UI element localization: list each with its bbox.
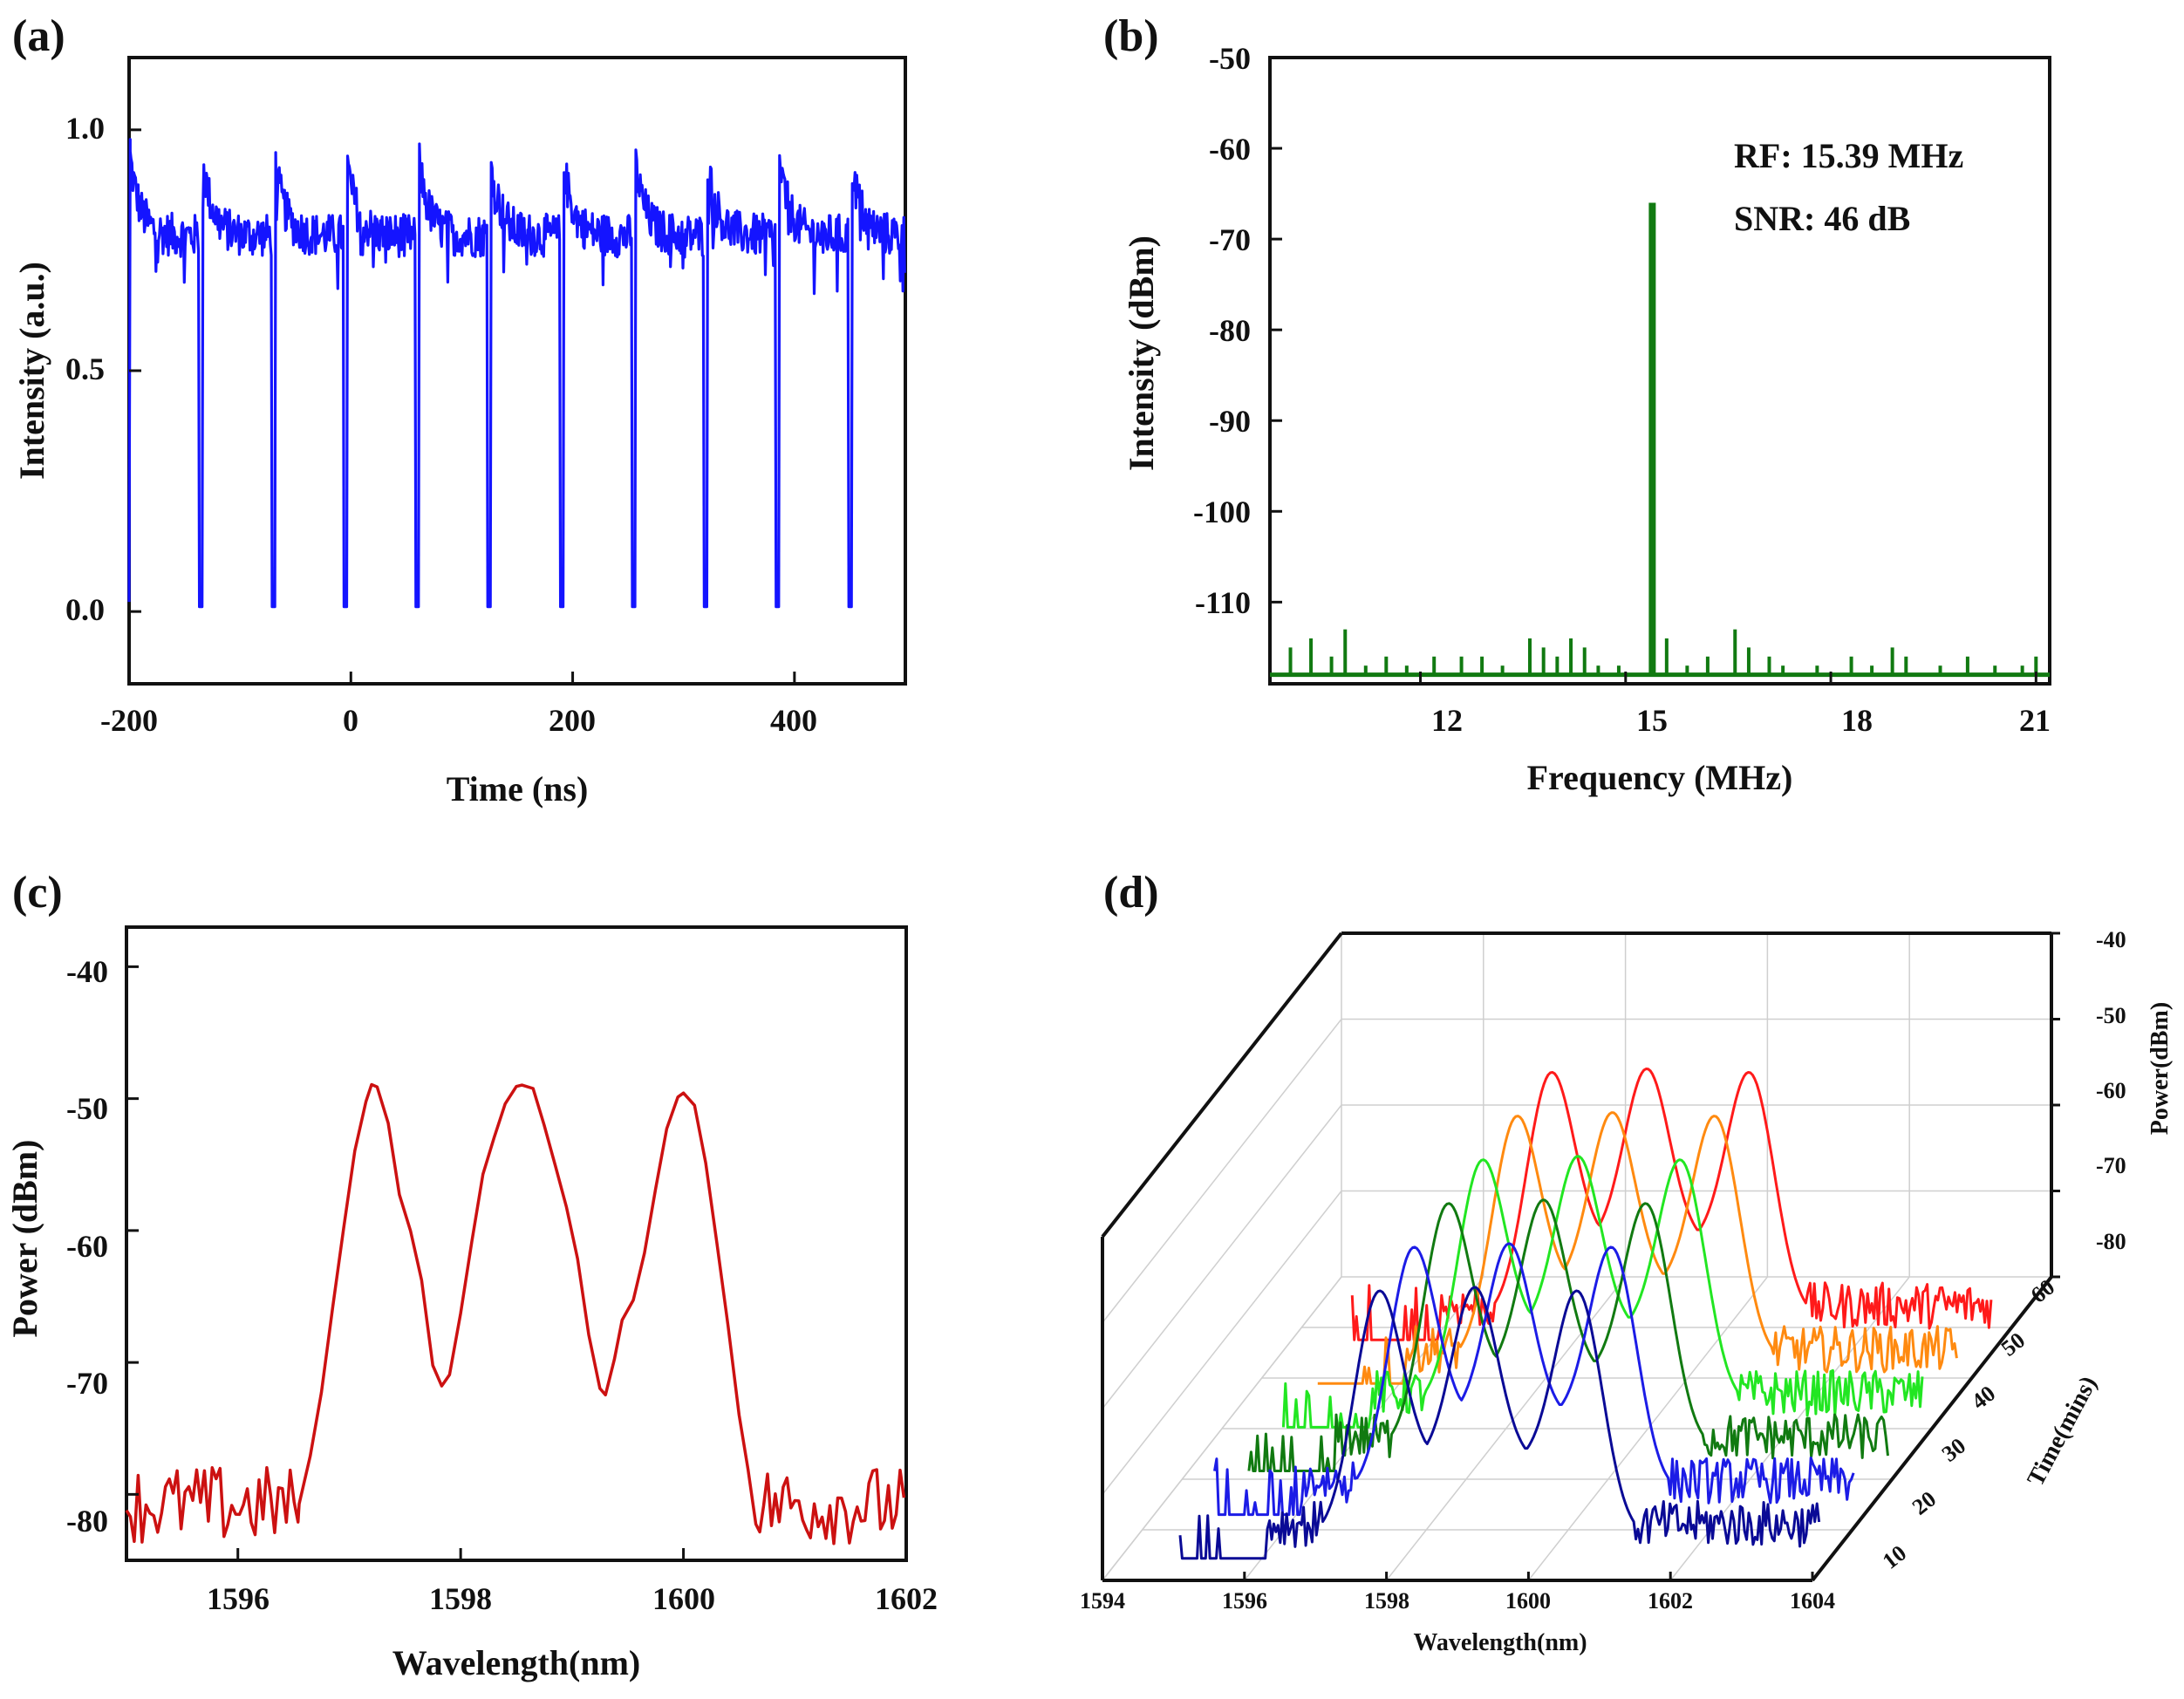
y-tick-label: 0.0	[65, 592, 105, 627]
y-tick-label: -80	[66, 1504, 108, 1539]
grid-line	[1102, 1104, 1342, 1409]
z-tick-label: -60	[2096, 1078, 2126, 1103]
time-tick-label: 50	[1996, 1327, 2030, 1361]
x-axis-title: Wavelength(nm)	[1413, 1629, 1587, 1656]
x-tick-label: 1604	[1790, 1588, 1835, 1614]
y-tick-label: -100	[1193, 495, 1251, 529]
y-tick-label: -110	[1195, 585, 1251, 620]
series-line-10-mins	[1178, 1286, 1821, 1560]
x-axis-title: Frequency (MHz)	[1527, 758, 1793, 797]
y-axis-title: Intensity (dBm)	[1122, 235, 1161, 471]
panel-d-stability-waterfall: 1594 1596 1598 1600 1602 1604 Wavelength…	[1080, 927, 2174, 1656]
series-line-optical-spectrum	[125, 1082, 906, 1545]
y-tick-label: -40	[66, 954, 108, 989]
x-axis-title: Wavelength(nm)	[392, 1643, 640, 1682]
series-line-50-mins	[1317, 1111, 1958, 1385]
panel-c-optical-spectrum: 1596 1598 1600 1602 -40 -50 -60 -70 -80 …	[5, 925, 938, 1682]
x-tick-label: 1594	[1080, 1588, 1125, 1614]
time-tick-label: 10	[1878, 1540, 1911, 1574]
series-line-pulse-train	[127, 138, 906, 609]
x-tick-label: 1596	[1222, 1588, 1267, 1614]
x-tick-label: 200	[549, 703, 596, 738]
series-line-20-mins	[1213, 1242, 1855, 1517]
y-axis-title: Power (dBm)	[5, 1140, 44, 1338]
y-tick-label: -70	[66, 1366, 108, 1401]
plot-frame	[1268, 56, 2051, 686]
panel-label-d: (d)	[1103, 868, 1159, 918]
series-line-30-mins	[1247, 1198, 1889, 1472]
x-tick-label: 1598	[429, 1581, 492, 1616]
panel-label-a: (a)	[12, 11, 65, 61]
x-axis-title: Time (ns)	[447, 769, 589, 809]
y-tick-label: -60	[66, 1229, 108, 1264]
x-tick-label: 15	[1636, 703, 1668, 738]
y-tick-label: -90	[1209, 404, 1251, 439]
panel-label-c: (c)	[12, 868, 63, 918]
series-line-40-mins	[1281, 1155, 1924, 1429]
x-tick-label: 1596	[207, 1581, 270, 1616]
rf-peak	[1648, 202, 1656, 675]
x-tick-label: 1602	[875, 1581, 938, 1616]
x-tick-label: 400	[770, 703, 817, 738]
x-tick-label: -200	[100, 703, 158, 738]
panel-a-pulse-train: -200 0 200 400 0.0 0.5 1.0 Time (ns) Int…	[12, 56, 907, 809]
time-axis-title: Time(mins)	[2022, 1372, 2102, 1491]
z-tick-label: -70	[2096, 1153, 2126, 1178]
plot-frame	[125, 925, 908, 1562]
grid-line	[1102, 1191, 1342, 1495]
box-edge	[1101, 931, 1343, 1238]
x-tick-label: 12	[1431, 703, 1463, 738]
z-tick-label: -50	[2096, 1003, 2126, 1028]
y-tick-label: 0.5	[65, 351, 105, 386]
x-tick-label: 1598	[1364, 1588, 1409, 1614]
x-tick-label: 1602	[1648, 1588, 1693, 1614]
panel-label-b: (b)	[1103, 11, 1159, 61]
y-tick-label: -70	[1209, 222, 1251, 257]
z-tick-label: -40	[2096, 927, 2126, 952]
x-tick-label: 21	[2019, 703, 2051, 738]
x-tick-label: 1600	[1505, 1588, 1551, 1614]
time-tick-label: 30	[1937, 1433, 1970, 1467]
y-tick-label: -50	[66, 1091, 108, 1126]
z-tick-label: -80	[2096, 1229, 2126, 1254]
z-axis-title: Power(dBm)	[2146, 1002, 2174, 1135]
y-tick-label: -60	[1209, 132, 1251, 167]
y-tick-label: -50	[1209, 41, 1251, 76]
x-tick-label: 18	[1841, 703, 1873, 738]
time-tick-label: 40	[1967, 1381, 2000, 1415]
time-tick-label: 20	[1908, 1486, 1941, 1520]
snr-annotation: SNR: 46 dB	[1734, 199, 1910, 238]
y-tick-label: -80	[1209, 313, 1251, 348]
panel-b-rf-spectrum: 12 15 18 21 -50 -60 -70 -80 -90 -100 -11…	[1122, 41, 2051, 797]
plot-frame	[127, 56, 907, 686]
y-tick-label: 1.0	[65, 111, 105, 146]
x-tick-label: 0	[343, 703, 358, 738]
x-tick-label: 1600	[652, 1581, 715, 1616]
box-edge	[1811, 1275, 2053, 1582]
grid-line	[1102, 1019, 1342, 1323]
y-axis-title: Intensity (a.u.)	[12, 262, 51, 480]
rf-annotation: RF: 15.39 MHz	[1734, 136, 1963, 175]
